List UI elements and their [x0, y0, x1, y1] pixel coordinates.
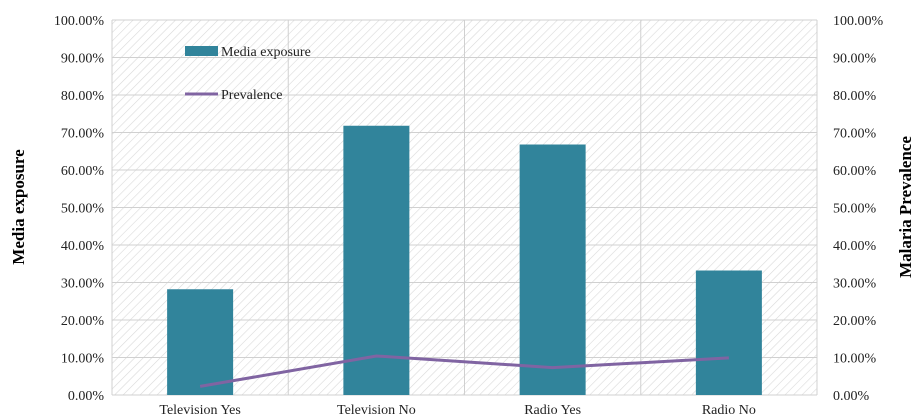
y-tick-label: 80.00% — [61, 89, 105, 104]
y2-tick-label: 10.00% — [833, 352, 877, 367]
y-tick-label: 90.00% — [61, 52, 105, 67]
prevalence-line — [199, 354, 729, 388]
x-axis-ticks: Television Yes Television No Radio Yes Radi… — [159, 403, 756, 418]
x-tick-label: Television Yes — [159, 403, 240, 418]
y-tick-label: 20.00% — [61, 314, 105, 329]
bar — [695, 270, 762, 395]
y-tick-label: 40.00% — [61, 239, 105, 254]
right-axis-ticks: 0.00% 10.00% 20.00% 30.00% 40.00% 50.00% 60.00… — [833, 14, 884, 404]
y-tick-label: 100.00% — [54, 14, 105, 29]
x-tick-label: Television No — [337, 403, 416, 418]
y2-tick-label: 60.00% — [833, 164, 877, 179]
y2-tick-label: 0.00% — [833, 389, 870, 404]
x-tick-label: Radio No — [702, 403, 756, 418]
y-tick-label: 30.00% — [61, 277, 105, 292]
y-tick-label: 60.00% — [61, 164, 105, 179]
y2-tick-label: 30.00% — [833, 277, 877, 292]
y2-axis-title: Malaria Prevalence — [896, 136, 915, 278]
y2-tick-label: 90.00% — [833, 52, 877, 67]
left-axis-ticks: 0.00% 10.00% 20.00% 30.00% 40.00% 50.00% 60.00… — [54, 14, 105, 404]
y-tick-label: 10.00% — [61, 352, 105, 367]
x-tick-label: Radio Yes — [524, 403, 581, 418]
y2-tick-label: 70.00% — [833, 127, 877, 142]
prevalence-line-group — [199, 354, 729, 388]
y-tick-label: 70.00% — [61, 127, 105, 142]
y2-tick-label: 20.00% — [833, 314, 877, 329]
y2-tick-label: 40.00% — [833, 239, 877, 254]
y-tick-label: 0.00% — [68, 389, 105, 404]
y2-tick-label: 50.00% — [833, 202, 877, 217]
bar — [343, 125, 410, 395]
bar — [519, 144, 586, 395]
y-tick-label: 50.00% — [61, 202, 105, 217]
bars-group — [167, 125, 762, 395]
legend-media-exposure: Media exposure — [221, 45, 311, 60]
y-axis-title: Media exposure — [9, 149, 28, 265]
legend-bar-swatch — [185, 46, 218, 56]
bar — [167, 289, 234, 395]
legend-prevalence: Prevalence — [221, 88, 282, 103]
y2-tick-label: 100.00% — [833, 14, 884, 29]
legend: Media exposure Prevalence — [185, 45, 311, 103]
y2-tick-label: 80.00% — [833, 89, 877, 104]
